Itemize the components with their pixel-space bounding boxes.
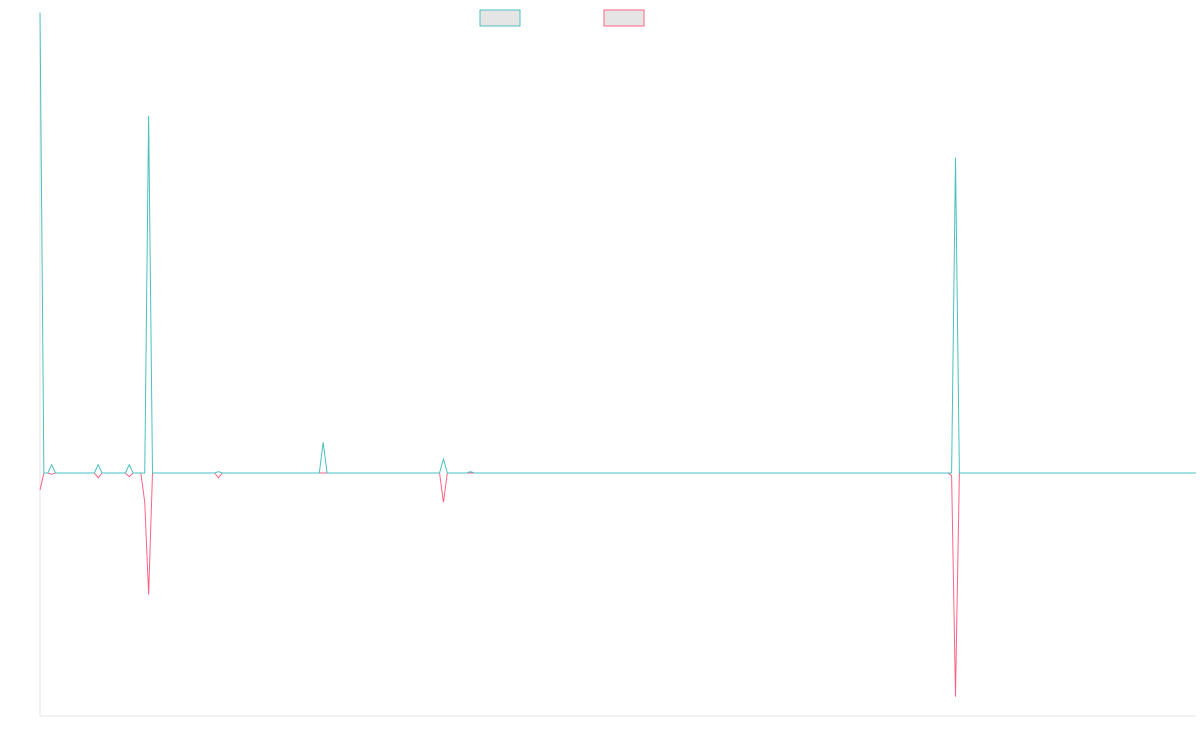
legend-swatch-1[interactable] [479, 9, 521, 27]
series-line-1 [39, 12, 1196, 474]
legend[interactable] [479, 9, 645, 27]
series-layer [39, 12, 1196, 697]
axes [39, 35, 1196, 717]
series-line-2 [39, 472, 1196, 697]
legend-swatch-2[interactable] [603, 9, 645, 27]
